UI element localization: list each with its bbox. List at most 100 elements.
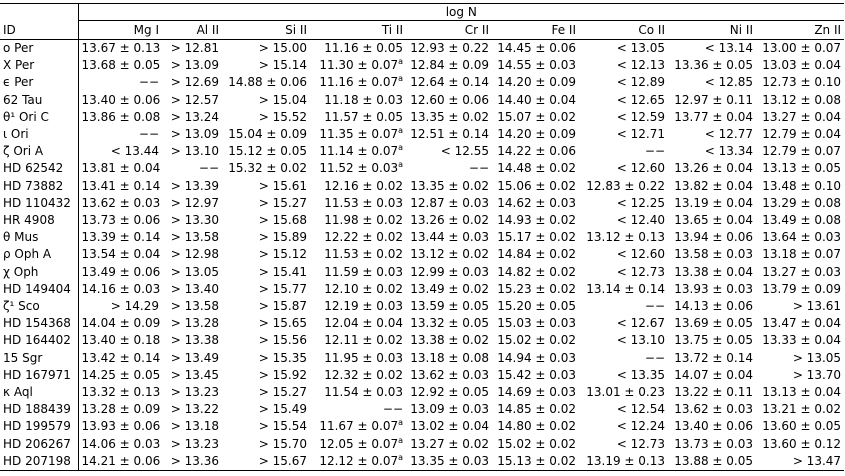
table-cell: > 15.35 (258, 350, 307, 365)
table-cell: 12.79 ± 0.07 (762, 144, 842, 159)
cell-value: 11.35 ± 0.07 (319, 127, 399, 142)
table-cell: 11.16 ± 0.07a (310, 74, 406, 91)
table-cell: 11.67 ± 0.07a (310, 418, 406, 435)
table-cell: 11.95 ± 0.03 (324, 350, 403, 365)
table-cell: > 15.77 (258, 281, 307, 296)
table-cell: 13.49 ± 0.02 (410, 281, 489, 296)
table-cell: 15.02 ± 0.02 (497, 436, 576, 451)
column-header: Ni II (668, 20, 756, 40)
table-row: HD 154368 14.04 ± 0.09 > 13.28 > 15.65 12.04… (0, 315, 844, 333)
table-cell: 12.10 ± 0.02 (324, 281, 403, 296)
table-cell: > 13.05 (170, 264, 219, 279)
table-cell: 13.13 ± 0.05 (762, 161, 842, 176)
table-cell: < 12.67 (616, 316, 665, 331)
table-cell: < 12.55 (440, 144, 489, 159)
table-cell: 12.64 ± 0.14 (410, 75, 489, 90)
table-cell: < 12.89 (616, 75, 665, 90)
table-cell: 13.29 ± 0.08 (762, 195, 842, 210)
table-cell: 13.21 ± 0.02 (762, 402, 842, 417)
table-cell: 13.93 ± 0.06 (81, 419, 161, 434)
table-cell: < 12.85 (704, 75, 753, 90)
cell-note: a (398, 57, 403, 67)
row-id: χ Oph (0, 263, 79, 281)
cell-value: 11.16 ± 0.07 (319, 75, 399, 90)
table-cell: 13.36 ± 0.05 (674, 58, 753, 73)
table-cell: 13.69 ± 0.05 (674, 316, 753, 331)
table-cell: > 15.70 (258, 436, 307, 451)
table-cell: < 12.71 (616, 127, 665, 142)
table-cell: 15.32 ± 0.02 (228, 161, 307, 176)
table-cell: 13.27 ± 0.03 (762, 264, 842, 279)
table-cell: < 12.54 (616, 402, 665, 417)
table-cell: > 13.58 (170, 230, 219, 245)
table-cell: < 13.35 (616, 367, 665, 382)
table-cell: −− (138, 75, 159, 90)
table-cell: 13.40 ± 0.06 (674, 419, 753, 434)
table-cell: < 13.44 (110, 144, 159, 159)
table-cell: 13.26 ± 0.04 (674, 161, 753, 176)
table-row: 15 Sgr 13.42 ± 0.14 > 13.49 > 15.35 11.95 ± … (0, 349, 844, 367)
table-cell: 13.62 ± 0.03 (81, 195, 161, 210)
table-cell: 13.18 ± 0.07 (762, 247, 842, 262)
table-cell: 13.75 ± 0.05 (674, 333, 753, 348)
cell-note: a (398, 435, 403, 445)
table-row: HD 149404 14.16 ± 0.03 > 13.40 > 15.77 12.10… (0, 280, 844, 299)
table-cell: 13.32 ± 0.13 (81, 385, 161, 400)
table-cell: > 13.05 (792, 350, 842, 365)
row-id: HD 167971 (0, 366, 79, 385)
table-row: θ¹ Ori C 13.86 ± 0.08 > 13.24 > 15.52 11.57 … (0, 108, 844, 127)
table-cell: 13.22 ± 0.11 (674, 385, 753, 400)
table-cell: 13.82 ± 0.04 (674, 178, 753, 193)
row-id: ζ¹ Sco (0, 298, 79, 316)
row-id: HR 4908 (0, 212, 79, 230)
table-row: HD 73882 13.41 ± 0.14 > 13.39 > 15.61 12.16 … (0, 177, 844, 195)
blank-header (0, 3, 79, 21)
table-cell: 13.72 ± 0.14 (674, 350, 753, 365)
table-cell: 13.68 ± 0.05 (81, 58, 161, 73)
table-cell: −− (382, 402, 403, 417)
table-cell: 13.01 ± 0.23 (586, 385, 665, 400)
table-cell: 13.67 ± 0.13 (81, 41, 161, 55)
table-cell: 14.80 ± 0.02 (497, 419, 576, 434)
table-row: χ Oph 13.49 ± 0.06 > 13.05 > 15.41 11.59 ± 0… (0, 263, 844, 281)
table-cell: 13.42 ± 0.14 (81, 350, 161, 365)
table-cell: 14.20 ± 0.09 (497, 127, 576, 142)
table-cell: 13.00 ± 0.07 (762, 41, 842, 55)
table-cell: > 15.12 (258, 247, 307, 262)
table-cell: < 12.25 (616, 195, 665, 210)
table-cell: 13.48 ± 0.10 (762, 178, 842, 193)
row-id: ι Ori (0, 126, 79, 144)
table-cell: 14.04 ± 0.09 (81, 316, 161, 331)
table-cell: 15.12 ± 0.05 (228, 144, 307, 159)
table-cell: 13.35 ± 0.03 (406, 452, 492, 472)
table-cell: > 13.09 (170, 127, 219, 142)
table-cell: > 13.24 (170, 109, 219, 124)
table-cell: 14.93 ± 0.02 (497, 213, 576, 228)
table-cell: > 13.39 (170, 178, 219, 193)
table-cell: 12.93 ± 0.22 (410, 41, 489, 55)
table-row: HD 199579 13.93 ± 0.06 > 13.18 > 15.54 11.67… (0, 418, 844, 436)
table-cell: > 15.04 (258, 92, 307, 107)
table-cell: > 15.89 (258, 230, 307, 245)
table-cell: 11.18 ± 0.03 (324, 92, 403, 107)
table-cell: 15.20 ± 0.05 (497, 299, 576, 314)
table-cell: 12.22 ± 0.02 (324, 230, 403, 245)
table-cell: 14.85 ± 0.02 (497, 402, 576, 417)
table-cell: 13.81 ± 0.04 (81, 161, 161, 176)
table-cell: 13.62 ± 0.03 (674, 402, 753, 417)
cell-note: a (398, 452, 403, 462)
row-id: HD 154368 (0, 315, 79, 333)
row-id: HD 149404 (0, 280, 79, 299)
cell-value: 11.14 ± 0.07 (319, 144, 399, 159)
table-row: ρ Oph A 13.54 ± 0.04 > 12.98 > 15.12 11.53 ±… (0, 246, 844, 264)
table-cell: 13.64 ± 0.03 (762, 230, 842, 245)
table-cell: 15.04 ± 0.09 (228, 127, 307, 142)
table-row: HR 4908 13.73 ± 0.06 > 13.30 > 15.68 11.98 ±… (0, 212, 844, 230)
table-cell: 14.94 ± 0.03 (497, 350, 576, 365)
row-id: ϵ Per (0, 74, 79, 92)
table-cell: 13.38 ± 0.04 (674, 264, 753, 279)
table-cell: 15.03 ± 0.03 (497, 316, 576, 331)
table-cell: 15.17 ± 0.02 (497, 230, 576, 245)
row-id: HD 164402 (0, 332, 79, 350)
table-cell: < 12.65 (616, 92, 665, 107)
